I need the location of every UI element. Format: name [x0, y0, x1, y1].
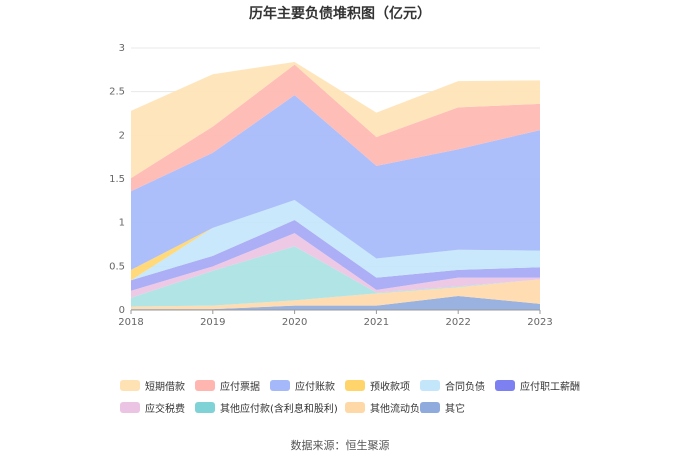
- x-tick-label: 2018: [118, 317, 143, 328]
- legend-swatch: [120, 401, 140, 413]
- area-series: [131, 95, 540, 270]
- area-series: [131, 199, 540, 281]
- x-tick-label: 2023: [527, 317, 552, 328]
- legend-swatch: [345, 379, 365, 391]
- x-tick-label: 2019: [200, 317, 225, 328]
- y-tick-label: 0: [119, 305, 125, 316]
- axes: 0 0.5 1 1.5 2 2.5 3 2018 2019 2020 2021 2022 2023: [109, 43, 553, 328]
- y-tick-label: 2: [119, 130, 125, 141]
- legend-label: 其他应付款(含利息和股利): [220, 403, 338, 415]
- area-series: [131, 279, 540, 310]
- legend-item[interactable]: 应付账款: [270, 378, 345, 393]
- legend-label: 其它: [445, 403, 465, 415]
- x-tick-label: 2022: [445, 317, 470, 328]
- y-tick-label: 0.5: [109, 261, 125, 272]
- legend-item[interactable]: 应付职工薪酬: [495, 378, 580, 393]
- legend: 短期借款 应付票据 应付账款 预收款项 合同负债 应付职工薪酬 应交税费 其他应…: [120, 374, 580, 418]
- legend-row-1: 短期借款 应付票据 应付账款 预收款项 合同负债 应付职工薪酬: [120, 374, 580, 396]
- stacked-area-chart: 0 0.5 1 1.5 2 2.5 3 2018 2019 2020 2021 2022 2023: [109, 43, 553, 328]
- legend-item[interactable]: 预收款项: [345, 378, 420, 393]
- legend-item[interactable]: 合同负债: [420, 378, 495, 393]
- legend-item[interactable]: 应付票据: [195, 378, 270, 393]
- x-tick-label: 2021: [364, 317, 389, 328]
- area-series: [131, 296, 540, 310]
- legend-label: 合同负债: [445, 381, 485, 393]
- legend-label: 应付票据: [220, 381, 260, 393]
- area-series: [131, 61, 540, 179]
- legend-item[interactable]: 其他流动负债: [345, 400, 430, 415]
- legend-swatch: [345, 401, 365, 413]
- y-tick-label: 3: [119, 43, 125, 54]
- x-tick-label: 2020: [282, 317, 307, 328]
- legend-item[interactable]: 短期借款: [120, 378, 195, 393]
- legend-label: 应付职工薪酬: [520, 381, 580, 393]
- area-series: [131, 64, 540, 192]
- area-series: [131, 233, 540, 298]
- legend-item[interactable]: 其他应付款(含利息和股利): [195, 400, 345, 415]
- legend-label: 应付账款: [295, 381, 335, 393]
- legend-item[interactable]: 应交税费: [120, 400, 195, 415]
- legend-swatch: [270, 379, 290, 391]
- legend-swatch: [495, 379, 515, 391]
- legend-row-2: 应交税费 其他应付款(含利息和股利) 其他流动负债 其它: [120, 396, 570, 418]
- legend-swatch: [120, 379, 140, 391]
- y-tick-label: 2.5: [109, 87, 125, 98]
- legend-swatch: [195, 401, 215, 413]
- area-series-group: [131, 61, 540, 310]
- area-series: [131, 220, 540, 291]
- legend-swatch: [420, 401, 440, 413]
- area-series: [131, 246, 540, 307]
- legend-label: 预收款项: [370, 381, 410, 393]
- legend-item[interactable]: 其它: [420, 400, 495, 415]
- chart-title: 历年主要负债堆积图（亿元）: [249, 6, 431, 22]
- legend-swatch: [195, 379, 215, 391]
- y-tick-label: 1: [119, 218, 125, 229]
- legend-label: 应交税费: [145, 403, 185, 415]
- legend-label: 其他流动负债: [370, 403, 430, 415]
- y-tick-label: 1.5: [109, 174, 125, 185]
- legend-label: 短期借款: [145, 381, 185, 393]
- legend-swatch: [420, 379, 440, 391]
- data-source-note: 数据来源：恒生聚源: [290, 439, 390, 452]
